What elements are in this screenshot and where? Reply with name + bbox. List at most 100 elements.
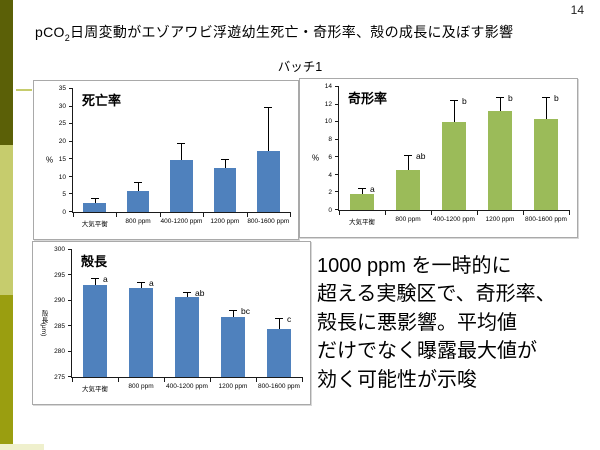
error-bar (454, 101, 455, 123)
x-tick-label: 800-1600 ppm (525, 216, 567, 223)
y-tick-label: 10 (58, 173, 66, 181)
bar (83, 203, 106, 212)
bar (126, 190, 150, 212)
error-bar-cap (450, 100, 458, 102)
error-bar (95, 278, 96, 285)
y-tick-mark (335, 173, 339, 175)
error-bar-cap (264, 106, 273, 108)
y-tick-mark (335, 191, 339, 193)
bar (175, 297, 199, 377)
error-bar-cap (404, 155, 412, 157)
bar (442, 122, 466, 210)
x-tick-label: 800-1600 ppm (258, 383, 300, 390)
error-bar (279, 319, 280, 329)
y-tick-mark (69, 175, 73, 177)
title-prefix: pCO (35, 24, 65, 40)
category-slot: bc 1200 ppm (210, 250, 256, 390)
x-tick-label: 400-1200 ppm (433, 216, 475, 223)
slide-subtitle: バッチ1 (277, 60, 323, 74)
y-tick-label: 20 (58, 138, 66, 146)
y-tick-label: 14 (324, 83, 332, 90)
category-slot: 800-1600 ppm (247, 89, 290, 225)
y-axis-label: % (46, 155, 54, 165)
y-tick-mark (69, 88, 73, 89)
y-tick-label: 5 (62, 191, 66, 199)
error-bar (181, 144, 183, 160)
bar (170, 159, 193, 212)
category-slot: c 800-1600 ppm (256, 250, 302, 390)
bar (213, 167, 237, 212)
category-slot: 400-1200 ppm (160, 89, 203, 225)
error-bar (268, 107, 270, 151)
sig-letter: a (149, 278, 154, 289)
category-slot: a 大気平衡 (72, 250, 118, 393)
sig-letter: ab (195, 287, 205, 298)
x-tick-mark (118, 377, 119, 382)
error-bar-cap (229, 310, 237, 312)
category-slot: 800 ppm (116, 89, 159, 225)
x-tick-label: 大気平衡 (81, 221, 108, 228)
y-tick-mark (69, 211, 73, 212)
title-rest: 日周変動がエゾアワビ浮遊幼生死亡・奇形率、殻の成長に及ぼす影響 (70, 24, 514, 40)
error-bar (362, 188, 363, 195)
error-bar (141, 283, 142, 288)
y-tick-mark (335, 138, 339, 140)
y-tick-mark (68, 249, 72, 250)
y-tick-label: 295 (54, 271, 65, 279)
error-bar-cap (177, 143, 186, 145)
chart-title: 奇形率 (348, 91, 388, 106)
malformation-chart: 奇形率 % 0 2 4 6 8 10 12 14 a 大気平衡 ab 800 ppm b 400-120… (299, 78, 578, 238)
y-tick-label: 275 (54, 374, 65, 381)
decorative-dash (16, 89, 32, 91)
y-axis-label: 殻長(μm) (40, 309, 47, 337)
error-bar (233, 311, 234, 318)
category-slot: 1200 ppm (203, 89, 246, 225)
x-tick-mark (159, 212, 161, 217)
bar (257, 150, 280, 212)
y-tick-label: 285 (54, 322, 65, 330)
chart-title: 死亡率 (82, 93, 122, 108)
y-axis-label: % (312, 153, 320, 163)
sidebar-segment-light (0, 145, 13, 295)
y-axis: 0 2 4 6 8 10 12 14 (300, 83, 337, 214)
x-tick-label: 大気平衡 (82, 386, 108, 393)
x-tick-label: 800-1600 ppm (247, 218, 290, 225)
sidebar-bottom-stripe (0, 444, 44, 450)
chart-title: 殻長 (81, 254, 108, 269)
error-bar (138, 182, 140, 191)
category-slot: 大気平衡 (73, 89, 116, 228)
sidebar-segment-dark (0, 0, 13, 145)
y-tick-mark (69, 158, 73, 160)
y-tick-mark (69, 123, 73, 125)
y-tick-mark (69, 193, 73, 195)
y-tick-mark (68, 376, 72, 377)
error-bar (224, 160, 226, 168)
error-bar-cap (91, 277, 99, 279)
plot-area: a 大気平衡 a 800 ppm ab 400-1200 ppm bc 1200 ppm c 80… (68, 249, 303, 393)
y-tick-label: 280 (54, 348, 65, 356)
bar (534, 118, 558, 210)
y-tick-label: 35 (58, 85, 66, 92)
x-tick-mark (477, 210, 478, 215)
category-slot: b 1200 ppm (477, 87, 523, 223)
x-tick-mark (290, 212, 291, 217)
x-tick-mark (210, 377, 211, 382)
category-slot: a 大気平衡 (339, 87, 385, 226)
bar (267, 328, 291, 377)
page-number: 14 (570, 3, 584, 17)
sig-letter: ab (416, 151, 426, 162)
bar (129, 287, 153, 377)
error-bar-cap (137, 282, 145, 284)
error-bar (546, 97, 547, 119)
y-tick-mark (68, 325, 72, 327)
y-axis: 0 5 10 15 20 25 30 35 (34, 85, 71, 216)
y-tick-mark (335, 103, 339, 105)
x-tick-label: 400-1200 ppm (160, 218, 203, 225)
y-tick-mark (68, 299, 72, 301)
x-tick-label: 1200 ppm (218, 383, 248, 390)
y-tick-label: 8 (328, 136, 332, 144)
y-tick-label: 6 (328, 153, 332, 161)
error-bar-cap (358, 187, 366, 189)
sig-letter: a (370, 183, 375, 194)
